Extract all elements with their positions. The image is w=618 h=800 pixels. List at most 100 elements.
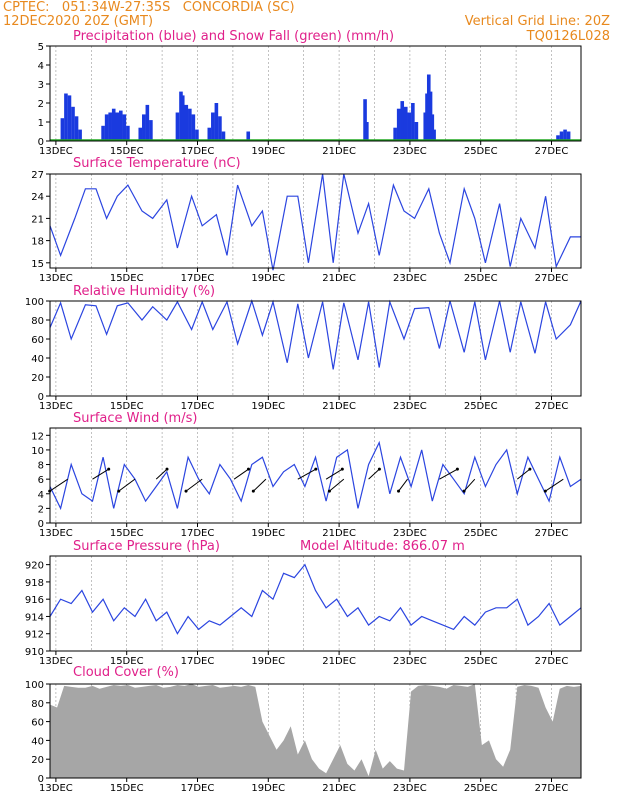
x-tick-label: 15DEC — [110, 273, 144, 284]
wind-arrow-head — [165, 467, 169, 471]
panel-4: 910 912 914 916 918 920 13DEC 15DEC 17DEC 19DEC 21… — [25, 555, 582, 667]
wind-arrow-head — [340, 467, 344, 471]
x-tick-label: 27DEC — [535, 273, 569, 284]
series-line — [49, 299, 582, 370]
wind-arrow-head — [455, 467, 459, 471]
precip-bar — [432, 129, 436, 141]
wind-arrow — [463, 478, 476, 492]
x-tick-label: 27DEC — [535, 656, 569, 667]
wind-arrow — [155, 468, 168, 480]
y-tick-label: 100 — [25, 680, 44, 691]
panel-frame — [49, 173, 582, 269]
precip-bar — [363, 99, 367, 141]
precip-bar — [60, 118, 65, 141]
series-line — [49, 440, 582, 511]
precip-bar — [221, 131, 226, 141]
y-tick-label: 80 — [31, 699, 44, 710]
x-tick-label: 25DEC — [464, 146, 498, 157]
precip-bar — [119, 110, 123, 141]
wind-arrow — [185, 478, 203, 492]
y-tick-label: 10 — [31, 446, 44, 457]
x-tick-label: 21DEC — [322, 146, 356, 157]
x-tick-label: 21DEC — [322, 783, 356, 794]
precip-bar — [175, 112, 180, 141]
x-tick-label: 13DEC — [39, 656, 73, 667]
y-tick-label: 20 — [31, 755, 44, 766]
precip-bar — [64, 93, 68, 141]
x-tick-label: 15DEC — [110, 528, 144, 539]
x-tick-label: 23DEC — [393, 401, 427, 412]
x-tick-label: 21DEC — [322, 401, 356, 412]
precip-bar — [78, 129, 82, 141]
x-tick-label: 27DEC — [535, 528, 569, 539]
precip-bar — [195, 129, 199, 141]
y-tick-label: 5 — [38, 42, 44, 53]
y-tick-label: 4 — [38, 61, 44, 72]
y-tick-label: 920 — [25, 561, 44, 572]
precip-bar — [67, 95, 72, 141]
precip-bar — [566, 131, 571, 141]
wind-arrow — [368, 468, 380, 480]
precip-bar — [149, 120, 153, 141]
y-tick-label: 40 — [31, 354, 44, 365]
panel-frame — [49, 427, 582, 524]
precip-bar — [563, 129, 567, 141]
x-tick-label: 13DEC — [39, 146, 73, 157]
model-altitude-label: Model Altitude: 866.07 m — [300, 539, 465, 554]
precip-bar — [211, 112, 215, 141]
panel-title-pressure: Surface Pressure (hPa) — [73, 539, 220, 554]
y-tick-label: 1 — [38, 118, 44, 129]
y-tick-label: 100 — [25, 297, 44, 308]
station-info: CPTEC: 051:34W-27:35S CONCORDIA (SC) — [3, 0, 295, 15]
panel-title-wind: Surface Wind (m/s) — [73, 411, 198, 426]
x-tick-label: 23DEC — [393, 146, 427, 157]
y-tick-label: 24 — [31, 192, 44, 203]
panel-frame — [49, 683, 582, 779]
x-tick-label: 25DEC — [464, 401, 498, 412]
x-tick-label: 23DEC — [393, 273, 427, 284]
precip-bar — [393, 127, 397, 141]
precip-bar — [104, 114, 109, 141]
precip-bar — [138, 127, 143, 141]
precip-bar — [142, 114, 146, 141]
wind-arrow-head — [246, 467, 250, 471]
x-tick-label: 21DEC — [322, 656, 356, 667]
precip-bar — [71, 106, 75, 141]
precip-bar — [108, 112, 112, 141]
y-tick-label: 12 — [31, 431, 44, 442]
panel-title-precipitation: Precipitation (blue) and Snow Fall (gree… — [73, 29, 395, 44]
wind-arrow-head — [397, 489, 401, 493]
y-tick-label: 0 — [38, 774, 44, 785]
y-tick-label: 60 — [31, 718, 44, 729]
wind-arrow-head — [377, 467, 381, 471]
y-tick-label: 6 — [38, 475, 44, 486]
precip-bar — [430, 114, 435, 141]
x-tick-label: 13DEC — [39, 401, 73, 412]
header: CPTEC: 051:34W-27:35S CONCORDIA (SC) 12D… — [0, 0, 618, 50]
series-line — [49, 563, 582, 635]
x-tick-label: 17DEC — [181, 783, 215, 794]
wind-arrow-head — [117, 489, 121, 493]
precip-bar — [214, 103, 219, 141]
precip-bar — [403, 106, 408, 141]
wind-arrow — [545, 478, 564, 492]
wind-arrow — [252, 478, 267, 492]
y-tick-label: 0 — [38, 519, 44, 530]
y-tick-label: 4 — [38, 490, 44, 501]
panel-frame — [49, 45, 582, 142]
x-tick-label: 21DEC — [322, 273, 356, 284]
x-tick-label: 23DEC — [393, 783, 427, 794]
panel-0: 0 1 2 3 4 5 13DEC 15DEC 17DEC 19DEC 21DEC 23DEC 25DE… — [38, 42, 582, 157]
x-tick-label: 19DEC — [251, 273, 285, 284]
y-tick-label: 40 — [31, 736, 44, 747]
y-tick-label: 8 — [38, 461, 44, 472]
x-tick-label: 13DEC — [39, 528, 73, 539]
x-tick-label: 15DEC — [110, 656, 144, 667]
panel-3: 0 2 4 6 8 10 12 13DEC 15DEC 17DEC 19DEC 21DEC 23DEC 2… — [31, 427, 582, 539]
panel-5: 0 20 40 60 80 100 13DEC 15DEC 17DEC 19DEC 21DEC 23D… — [25, 680, 582, 794]
precip-bar — [126, 125, 130, 141]
precip-bar — [396, 108, 401, 141]
precip-bar — [180, 95, 185, 141]
wind-arrow-head — [314, 467, 318, 471]
